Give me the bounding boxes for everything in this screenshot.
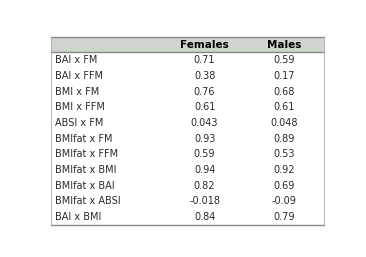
Text: 0.59: 0.59 — [273, 55, 295, 65]
Text: 0.76: 0.76 — [194, 87, 215, 97]
Text: 0.61: 0.61 — [273, 102, 295, 112]
Text: BMIfat x ABSI: BMIfat x ABSI — [55, 196, 120, 206]
Text: ABSI x FM: ABSI x FM — [55, 118, 103, 128]
Text: BMIfat x FM: BMIfat x FM — [55, 134, 112, 144]
Text: 0.93: 0.93 — [194, 134, 215, 144]
Text: 0.71: 0.71 — [194, 55, 215, 65]
Text: 0.94: 0.94 — [194, 165, 215, 175]
Text: 0.17: 0.17 — [273, 71, 295, 81]
Text: 0.82: 0.82 — [194, 181, 215, 191]
Text: 0.53: 0.53 — [273, 149, 295, 159]
Text: 0.048: 0.048 — [270, 118, 298, 128]
Text: BAI x BMI: BAI x BMI — [55, 212, 101, 222]
Text: 0.84: 0.84 — [194, 212, 215, 222]
Text: Females: Females — [180, 40, 229, 50]
Text: BAI x FFM: BAI x FFM — [55, 71, 103, 81]
Bar — [51, 37, 324, 52]
Text: BAI x FM: BAI x FM — [55, 55, 97, 65]
Text: BMIfat x BAI: BMIfat x BAI — [55, 181, 115, 191]
Text: 0.61: 0.61 — [194, 102, 215, 112]
Text: BMI x FM: BMI x FM — [55, 87, 99, 97]
Bar — [51, 52, 324, 225]
Text: 0.38: 0.38 — [194, 71, 215, 81]
Text: 0.92: 0.92 — [273, 165, 295, 175]
Text: 0.79: 0.79 — [273, 212, 295, 222]
Text: BMIfat x BMI: BMIfat x BMI — [55, 165, 116, 175]
Text: 0.89: 0.89 — [273, 134, 295, 144]
Text: BMIfat x FFM: BMIfat x FFM — [55, 149, 118, 159]
Text: 0.043: 0.043 — [191, 118, 219, 128]
Text: BMI x FFM: BMI x FFM — [55, 102, 105, 112]
Text: -0.018: -0.018 — [189, 196, 220, 206]
Text: Males: Males — [267, 40, 302, 50]
Text: 0.68: 0.68 — [273, 87, 295, 97]
Text: -0.09: -0.09 — [272, 196, 297, 206]
Text: 0.59: 0.59 — [194, 149, 215, 159]
Text: 0.69: 0.69 — [273, 181, 295, 191]
